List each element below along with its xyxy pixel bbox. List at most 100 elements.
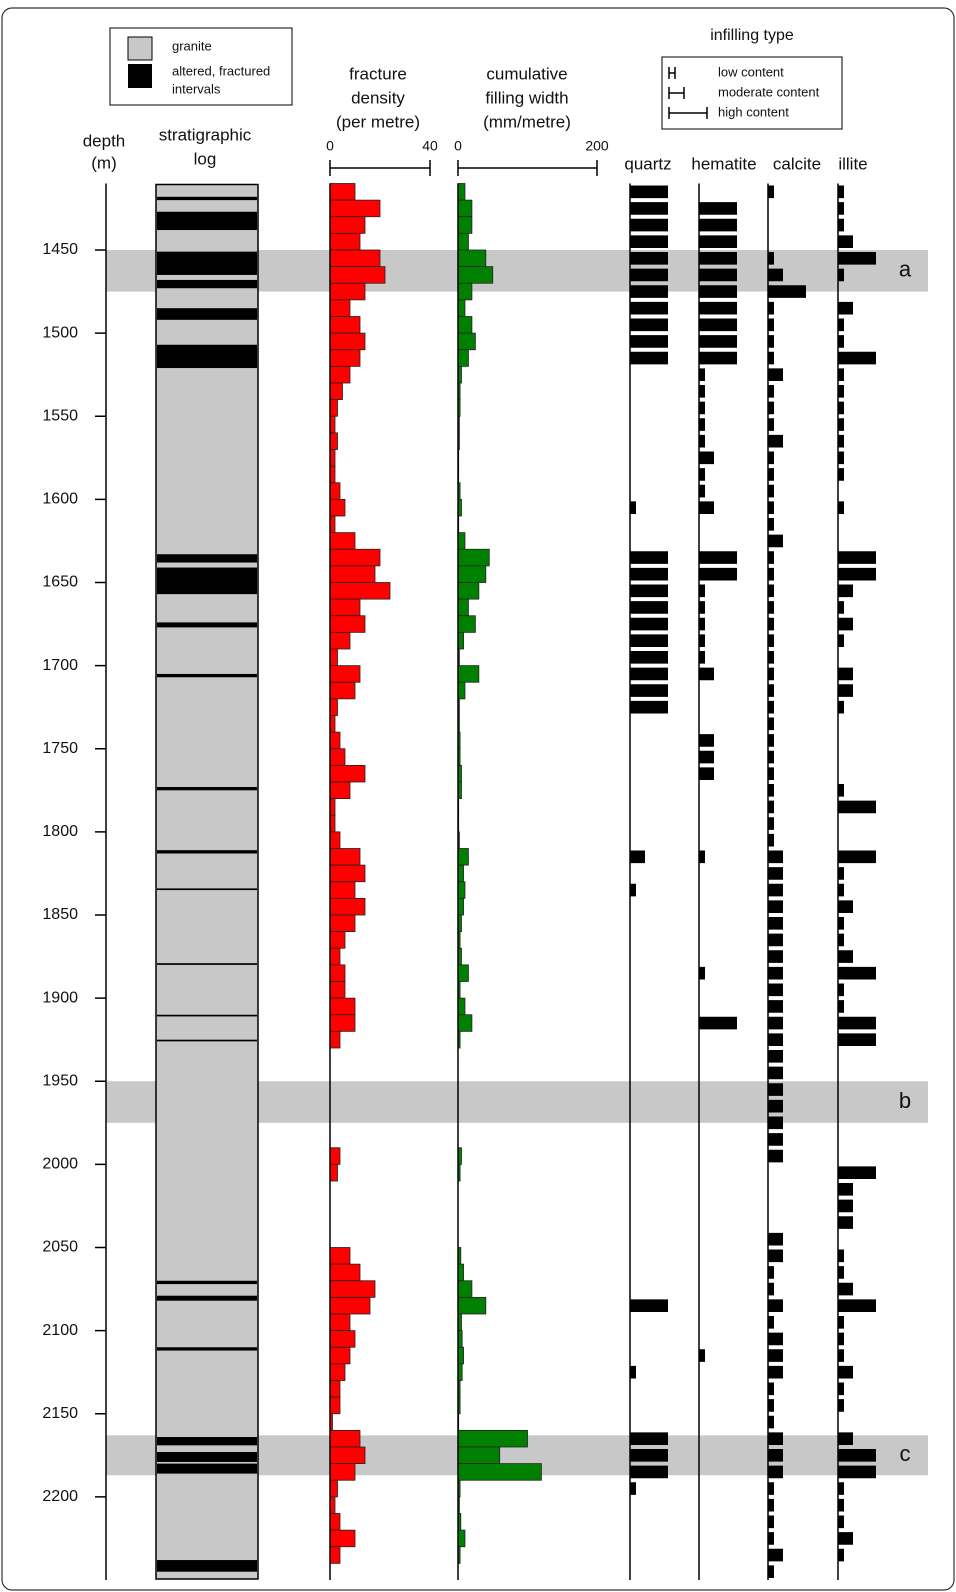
infilling-bar — [768, 983, 783, 997]
fracture_density-bar — [329, 931, 346, 949]
infilling-bar — [630, 1465, 668, 1479]
infilling-bar — [838, 1183, 853, 1196]
fracture_density-bar — [329, 781, 351, 800]
infilling-bar — [838, 185, 844, 199]
width-label: filling width — [485, 88, 568, 107]
infilling-bar — [768, 268, 783, 282]
infilling-bar — [838, 1216, 853, 1229]
infilling-bar — [768, 734, 774, 747]
infilling-bar — [630, 584, 668, 598]
filling_width-bar — [457, 565, 487, 583]
infilling-bar — [699, 750, 714, 764]
infilling-bar — [768, 1332, 783, 1346]
infilling-bar — [699, 318, 737, 332]
fracture_density-bar — [329, 1529, 356, 1548]
infilling-name: calcite — [773, 154, 821, 173]
x-tick-label: 0 — [326, 138, 334, 154]
fracture_density-bar — [329, 1513, 341, 1531]
infilling-bar — [630, 1432, 668, 1445]
density-label: fracture — [349, 64, 407, 83]
infilling-bar — [630, 850, 645, 864]
infilling-bar — [838, 401, 844, 415]
altered-interval — [157, 211, 257, 231]
infilling-bar — [768, 700, 774, 714]
y-tick-label: 2050 — [42, 1239, 78, 1256]
infilling-bar — [768, 900, 783, 913]
infilling-bar — [768, 617, 774, 631]
infilling-bar — [838, 1399, 844, 1412]
legend-label: granite — [172, 38, 212, 53]
infilling-bar — [838, 933, 844, 947]
fracture_density-bar — [329, 565, 376, 583]
infilling-bar — [768, 1432, 783, 1445]
infilling-bar — [768, 601, 774, 614]
y-tick-label: 1500 — [42, 324, 78, 341]
infilling-bar — [768, 1515, 774, 1529]
infilling-bar — [699, 268, 737, 282]
density-label: (per metre) — [336, 112, 420, 131]
infilling-bar — [630, 1449, 668, 1462]
y-tick-label: 1550 — [42, 407, 78, 424]
fracture_density-bar — [329, 1296, 371, 1315]
infilling-bar — [630, 218, 668, 232]
infilling-bar — [838, 917, 844, 930]
infilling-bar — [768, 518, 774, 531]
infilling-bar — [699, 218, 737, 232]
infilling-bar — [838, 235, 853, 248]
fracture_density-bar — [329, 1014, 356, 1032]
infilling-bar — [768, 1050, 783, 1063]
infilling-bar — [838, 202, 844, 215]
filling_width-bar — [457, 681, 466, 700]
infilling-bar — [630, 301, 668, 315]
infilling-name: quartz — [624, 154, 671, 173]
infilling-bar — [838, 1365, 853, 1379]
infilling-bar — [768, 385, 774, 398]
level-symbol — [668, 107, 708, 119]
infilling-bar — [768, 1000, 783, 1013]
infilling-bar — [838, 983, 844, 997]
infilling-bar — [768, 1532, 774, 1545]
altered-interval — [157, 308, 257, 320]
infilling-bar — [768, 335, 774, 348]
altered-interval — [157, 1437, 257, 1446]
infilling-bar — [699, 584, 705, 598]
infilling-bar — [699, 634, 705, 647]
filling_width-bar — [457, 1263, 464, 1282]
infilling-bar — [630, 268, 668, 282]
fracture_density-bar — [329, 1330, 356, 1348]
altered-interval — [157, 786, 257, 791]
fracture_density-bar — [329, 316, 361, 334]
fracture_density-bar — [329, 1263, 361, 1282]
infilling-bar — [768, 750, 774, 764]
level-label: low content — [718, 64, 784, 79]
altered-interval — [157, 1560, 257, 1572]
y-tick-label: 2200 — [42, 1488, 78, 1505]
infilling-bar — [699, 385, 705, 398]
infilling-bar — [630, 883, 636, 897]
infilling-bar — [838, 501, 844, 514]
infilling-bar — [768, 817, 774, 830]
infilling-bar — [838, 1016, 876, 1030]
infilling-bar — [768, 285, 806, 298]
infilling-bar — [699, 551, 737, 564]
altered-interval — [157, 251, 257, 275]
infilling-bar — [838, 1000, 844, 1013]
infilling-bar — [768, 1266, 774, 1279]
infilling-bar — [838, 1349, 844, 1362]
fracture_density-bar — [329, 914, 356, 933]
infilling-bar — [838, 1166, 876, 1179]
fracture_density-bar — [329, 1363, 346, 1381]
filling_width-bar — [457, 1529, 466, 1548]
fracture_density-bar — [329, 183, 356, 201]
altered-interval — [157, 963, 257, 965]
infilling-bar — [838, 1249, 844, 1263]
infilling-bar — [768, 252, 774, 265]
infilling-bar — [838, 1033, 876, 1046]
altered-interval — [157, 344, 257, 369]
strat-label: stratigraphic — [159, 125, 252, 144]
infilling-bar — [768, 584, 774, 598]
legend-label: altered, fractured — [172, 63, 270, 78]
infilling-bar — [838, 867, 844, 880]
altered-interval — [157, 1039, 257, 1042]
infilling-bar — [768, 1316, 774, 1329]
